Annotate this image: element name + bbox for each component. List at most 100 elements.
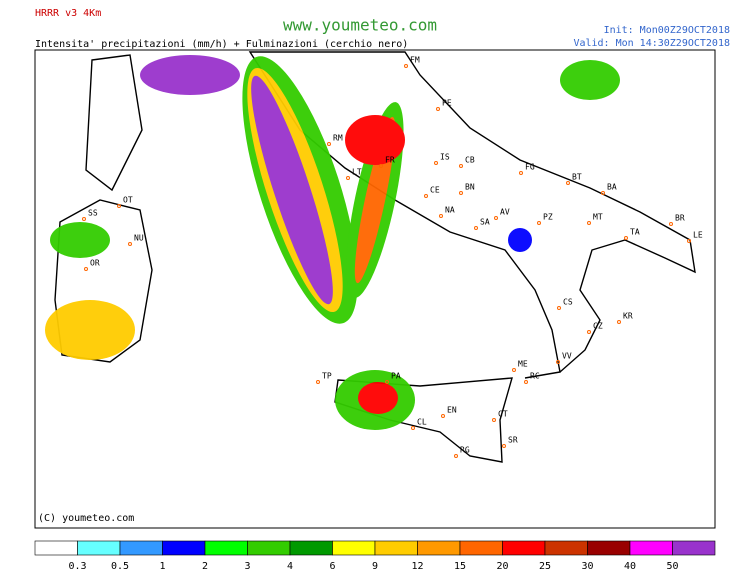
- valid-time: Valid: Mon 14:30Z29OCT2018: [573, 38, 730, 49]
- city-dot: [404, 64, 408, 68]
- city-dot: [385, 380, 389, 384]
- legend-swatch: [34, 540, 78, 556]
- city-dot: [316, 380, 320, 384]
- city-label: CE: [430, 186, 440, 195]
- city-dot: [459, 164, 463, 168]
- map: FM PE RM FR IS CB FG BT BA LT CE BN NA AV SA PZ MT TA BR LE…: [34, 49, 716, 529]
- city-label: ME: [518, 360, 528, 369]
- city-dot: [327, 142, 331, 146]
- legend-value: 1: [159, 561, 165, 572]
- city-label: MT: [593, 213, 603, 222]
- city-dot: [84, 267, 88, 271]
- city-label: BN: [465, 183, 475, 192]
- legend-swatch: [672, 540, 716, 556]
- legend-value: 25: [539, 561, 551, 572]
- city-dot: [492, 418, 496, 422]
- city-label: PE: [442, 99, 452, 108]
- legend-value: 12: [411, 561, 423, 572]
- city-dot: [566, 181, 570, 185]
- city-dot: [617, 320, 621, 324]
- city-dot: [519, 171, 523, 175]
- city-dot: [411, 426, 415, 430]
- subtitle: Intensita' precipitazioni (mm/h) + Fulmi…: [35, 39, 408, 50]
- city-label: AV: [500, 208, 510, 217]
- legend-value: 40: [624, 561, 636, 572]
- city-label: OT: [123, 196, 133, 205]
- site: www.youmeteo.com: [283, 16, 437, 35]
- legend-value: 0.3: [68, 561, 86, 572]
- corsica: [85, 54, 143, 192]
- city-label: IS: [440, 153, 450, 162]
- city-label: NU: [134, 234, 144, 243]
- city-dot: [624, 236, 628, 240]
- legend-swatch: [629, 540, 673, 556]
- init-time: Init: Mon00Z29OCT2018: [604, 25, 730, 36]
- city-dot: [454, 454, 458, 458]
- city-label: FG: [525, 163, 535, 172]
- legend-value: 15: [454, 561, 466, 572]
- legend-value: 50: [666, 561, 678, 572]
- city-dot: [537, 221, 541, 225]
- city-label: RM: [333, 134, 343, 143]
- legend-value: 9: [372, 561, 378, 572]
- city-label: SR: [508, 436, 518, 445]
- legend-swatch: [544, 540, 588, 556]
- city-dot: [494, 216, 498, 220]
- copyright: (C) youmeteo.com: [38, 513, 134, 524]
- city-label: SS: [88, 209, 98, 218]
- city-label: EN: [447, 406, 457, 415]
- legend-swatch: [204, 540, 248, 556]
- model-name: HRRR v3 4Km: [35, 8, 101, 19]
- legend-value: 20: [496, 561, 508, 572]
- city-dot: [524, 380, 528, 384]
- legend: 0.3 0.5 1 2 3 4 6 9 12 15 20 25 30 40 50: [34, 540, 716, 572]
- city-dot: [557, 306, 561, 310]
- city-label: OR: [90, 259, 100, 268]
- city-label: RG: [460, 446, 470, 455]
- city-label: TP: [322, 372, 332, 381]
- legend-swatch: [332, 540, 376, 556]
- city-label: PZ: [543, 213, 553, 222]
- city-dot: [474, 226, 478, 230]
- city-dot: [601, 191, 605, 195]
- city-dot: [346, 176, 350, 180]
- legend-swatch: [502, 540, 546, 556]
- city-label: PA: [391, 372, 401, 381]
- city-label: RC: [530, 372, 540, 381]
- city-label: LE: [693, 231, 703, 240]
- city-label: BA: [607, 183, 617, 192]
- city-dot: [439, 214, 443, 218]
- legend-value: 2: [202, 561, 208, 572]
- city-label: KR: [623, 312, 633, 321]
- city-dot: [117, 204, 121, 208]
- city-dot: [441, 414, 445, 418]
- city-dot: [128, 242, 132, 246]
- city-label: NA: [445, 206, 455, 215]
- legend-swatch: [289, 540, 333, 556]
- legend-swatch: [587, 540, 631, 556]
- city-dot: [82, 217, 86, 221]
- city-label: TA: [630, 228, 640, 237]
- city-label: BT: [572, 173, 582, 182]
- city-dot: [424, 194, 428, 198]
- legend-value: 30: [581, 561, 593, 572]
- city-label: VV: [562, 352, 572, 361]
- city-dot: [587, 330, 591, 334]
- city-label: BR: [675, 214, 685, 223]
- city-dot: [687, 239, 691, 243]
- city-dot: [459, 191, 463, 195]
- city-dot: [556, 360, 560, 364]
- legend-swatch: [162, 540, 206, 556]
- city-label: CS: [563, 298, 573, 307]
- legend-value: 0.5: [111, 561, 129, 572]
- city-dot: [379, 164, 383, 168]
- legend-value: 6: [329, 561, 335, 572]
- legend-value: 4: [287, 561, 293, 572]
- legend-swatch: [374, 540, 418, 556]
- legend-swatch: [77, 540, 121, 556]
- city-label: LT: [352, 168, 362, 177]
- city-label: CT: [498, 410, 508, 419]
- city-label: CZ: [593, 322, 603, 331]
- city-dot: [669, 222, 673, 226]
- city-label: FR: [385, 156, 395, 165]
